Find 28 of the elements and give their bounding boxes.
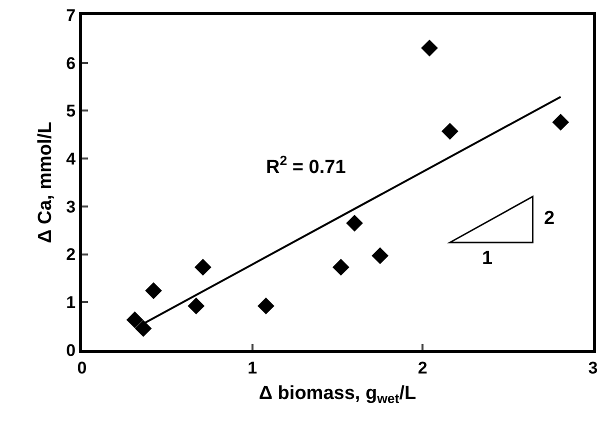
x-axis-title: Δ biomass, g$_{wet}$/L	[258, 383, 417, 406]
x-tick-label: 3	[588, 358, 598, 378]
point	[134, 320, 152, 337]
x-tick-label: 2	[418, 358, 428, 378]
point	[441, 122, 458, 140]
y-tick-label: 7	[66, 6, 76, 25]
point	[372, 247, 389, 264]
y-tick-label: 3	[66, 197, 76, 216]
point	[194, 258, 212, 276]
point	[258, 298, 274, 314]
y-tick-label: 6	[66, 54, 76, 73]
point	[188, 298, 205, 314]
y-tick-label: 5	[66, 102, 76, 121]
x-tick-label: 1	[248, 358, 258, 378]
point	[126, 311, 144, 328]
point	[332, 258, 350, 276]
point	[145, 282, 162, 300]
y-tick-label: 2	[66, 245, 76, 264]
y-tick-label: 1	[66, 293, 76, 312]
y-tick-label: 4	[66, 150, 76, 169]
y-tick-label: 0	[66, 340, 76, 360]
point	[421, 40, 438, 56]
point	[552, 114, 570, 131]
annotation: 1	[482, 248, 493, 269]
annotation: 2	[544, 208, 555, 229]
point	[346, 214, 363, 232]
annotation: R$^{2}$ = 0.71	[266, 153, 346, 178]
y-axis-title: Δ Ca, mmol/L	[34, 121, 56, 244]
